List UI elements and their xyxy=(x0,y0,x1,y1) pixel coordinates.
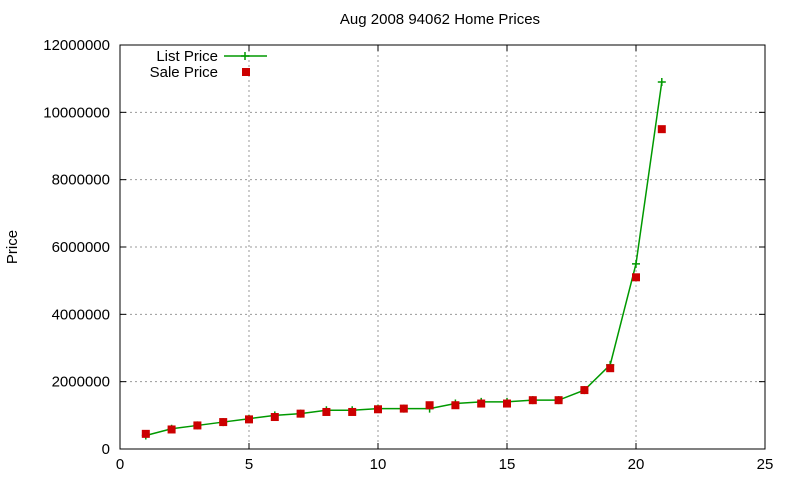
sale-price-point xyxy=(528,396,537,405)
sale-price-point xyxy=(554,396,563,405)
list-price-point xyxy=(657,78,666,87)
sale-price-point xyxy=(374,405,382,414)
sale-price-point xyxy=(451,401,460,410)
sale-price-point xyxy=(141,429,150,438)
sale-price-point xyxy=(245,415,253,424)
x-tick-label: 25 xyxy=(757,456,774,473)
x-tick-label: 20 xyxy=(628,456,645,473)
legend-label: Sale Price xyxy=(150,64,218,81)
sale-price-point xyxy=(348,407,357,416)
legend-plus-marker xyxy=(241,52,249,60)
axis-ticks: 0 5 10 15 20 25 0 2000000 4000000 6000000 8000000 1… xyxy=(43,37,773,473)
sale-price-point xyxy=(580,386,589,395)
legend-square-marker xyxy=(242,68,250,76)
legend-label: List Price xyxy=(156,48,218,65)
grid-lines xyxy=(120,45,765,449)
sale-price-point xyxy=(425,401,434,410)
y-tick-label: 12000000 xyxy=(43,37,110,54)
sale-price-point xyxy=(193,421,202,430)
y-axis-label: Price xyxy=(4,230,21,264)
sale-price-point xyxy=(632,273,640,282)
x-tick-label: 0 xyxy=(116,456,124,473)
y-tick-label: 8000000 xyxy=(52,172,110,189)
sale-price-point xyxy=(296,409,305,418)
sale-price-point xyxy=(322,407,331,416)
y-tick-label: 2000000 xyxy=(52,374,110,391)
sale-price-point xyxy=(503,399,511,408)
sale-price-point xyxy=(219,418,228,427)
chart-title: Aug 2008 94062 Home Prices xyxy=(339,11,541,28)
y-tick-label: 6000000 xyxy=(52,239,110,256)
y-tick-label: 4000000 xyxy=(52,306,110,323)
sale-price-point xyxy=(606,364,615,373)
sale-price-point xyxy=(477,399,486,408)
sale-price-point xyxy=(270,413,279,422)
y-tick-label: 10000000 xyxy=(43,104,110,121)
sale-price-point xyxy=(399,404,408,413)
y-tick-label: 0 xyxy=(102,441,110,458)
x-tick-label: 10 xyxy=(370,456,387,473)
sale-price-point xyxy=(657,125,666,134)
data-series xyxy=(141,78,666,440)
list-price-line xyxy=(145,81,663,437)
sale-price-point xyxy=(167,425,176,434)
x-tick-label: 15 xyxy=(499,456,516,473)
list-price-series xyxy=(141,78,666,440)
x-tick-label: 5 xyxy=(245,456,253,473)
sale-price-series xyxy=(141,125,666,438)
list-price-point xyxy=(632,259,640,268)
